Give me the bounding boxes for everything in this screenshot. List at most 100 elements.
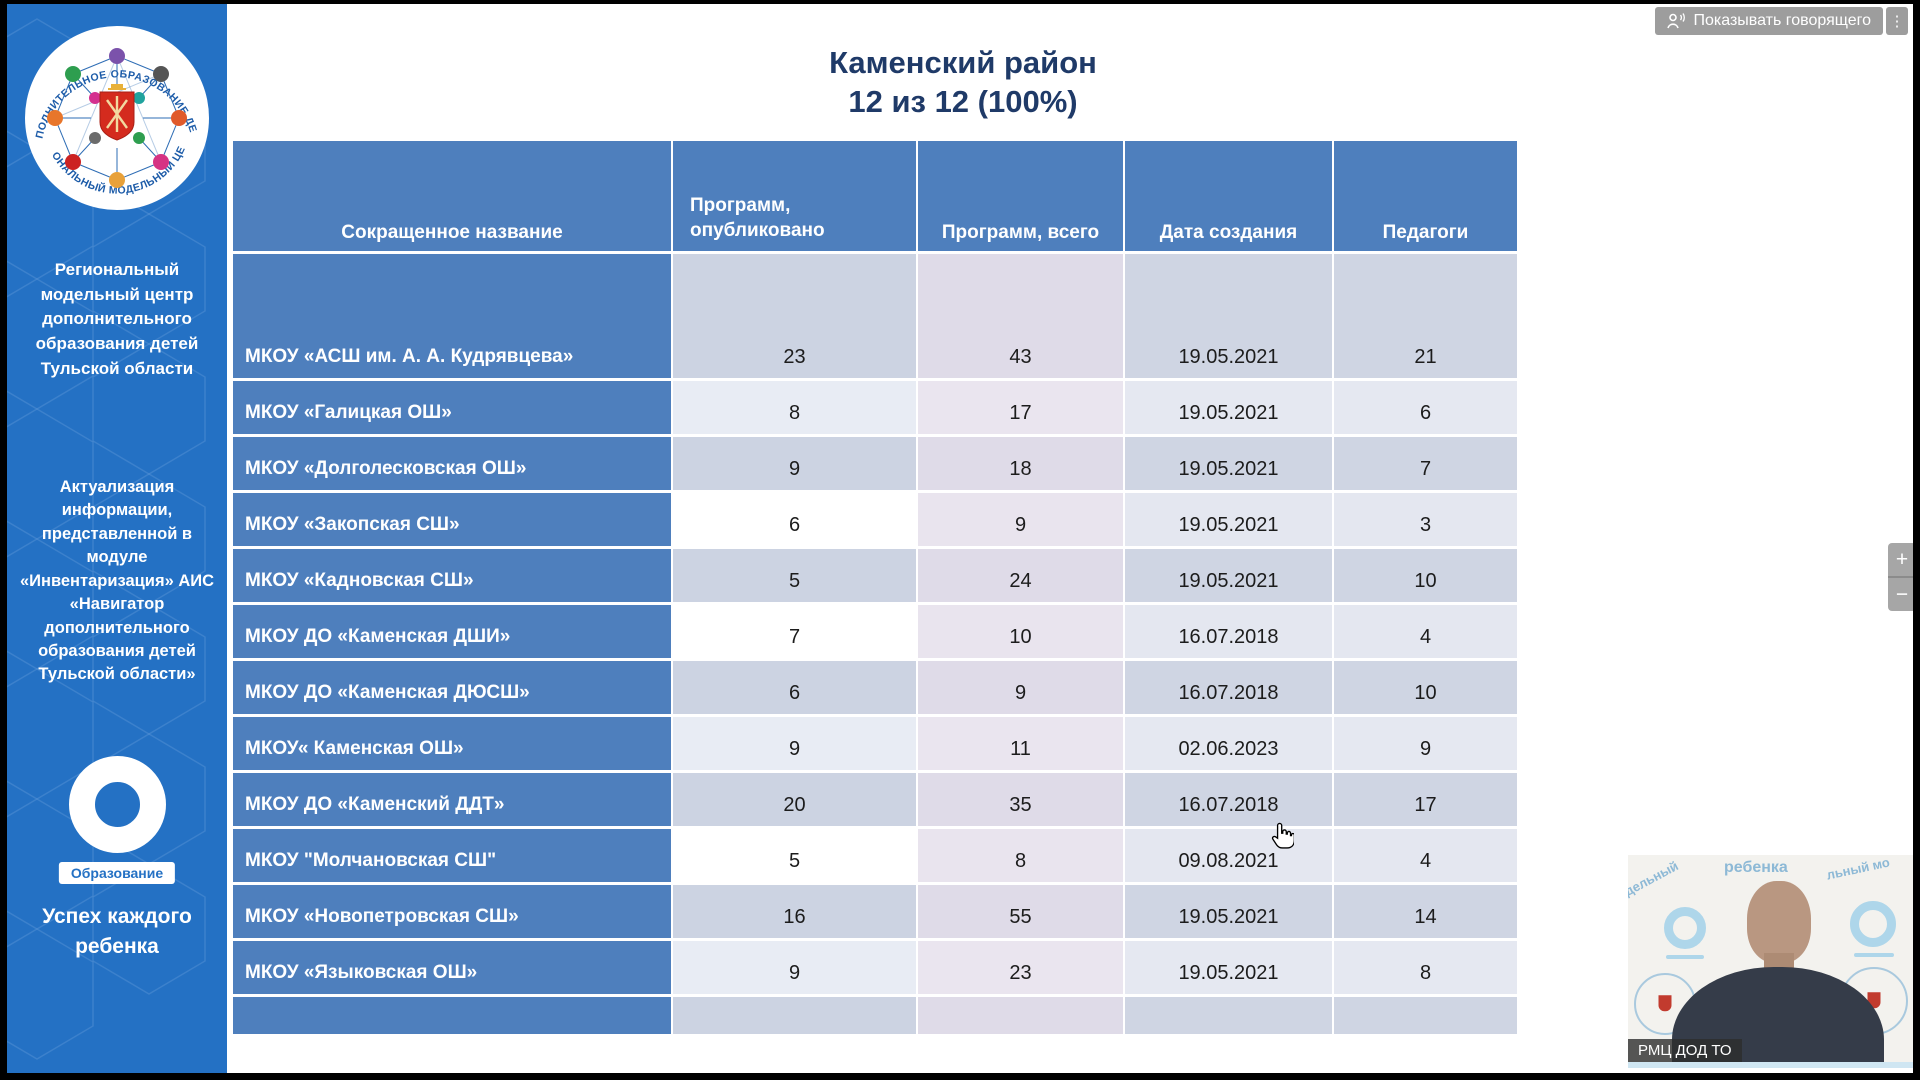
cell-total: 9	[918, 493, 1123, 546]
cell-teachers: 3	[1334, 493, 1517, 546]
participant-name-label: РМЦ ДОД ТО	[1628, 1039, 1742, 1062]
cell-total: 43	[918, 254, 1123, 378]
inventory-table: Сокращенное название Программ, опубликов…	[233, 141, 1517, 1034]
banner-education-ring	[1664, 907, 1706, 949]
table-footer-cell	[1125, 997, 1332, 1034]
col-header-short-name: Сокращенное название	[233, 141, 671, 251]
cell-teachers: 14	[1334, 885, 1517, 938]
presentation-share-area: ДОПОЛНИТЕЛЬНОЕ ОБРАЗОВАНИЕ ДЕТЕЙ РЕГИОНА…	[7, 4, 1913, 1073]
cell-published: 6	[673, 493, 916, 546]
webcam-bottom-strip	[1628, 1062, 1913, 1068]
education-logo-label: Образование	[58, 862, 176, 884]
participant-head	[1747, 881, 1811, 963]
banner-education-ring	[1850, 901, 1896, 947]
cell-published: 5	[673, 829, 916, 882]
table-row-name: МКОУ ДО «Каменский ДДТ»	[233, 773, 671, 826]
banner-ring-caption	[1666, 955, 1704, 959]
table-footer-cell	[1334, 997, 1517, 1034]
slide-title-line2: 12 из 12 (100%)	[848, 83, 1078, 119]
cell-total: 18	[918, 437, 1123, 490]
education-ring-logo	[69, 756, 166, 853]
table-row-name: МКОУ "Молчановская СШ"	[233, 829, 671, 882]
table-row-name: МКОУ «Кадновская СШ»	[233, 549, 671, 602]
banner-text-fragment: ребенка	[1724, 859, 1788, 876]
cell-teachers: 4	[1334, 605, 1517, 658]
cell-teachers: 9	[1334, 717, 1517, 770]
zoom-in-button[interactable]: +	[1895, 547, 1909, 571]
cell-date: 09.08.2021	[1125, 829, 1332, 882]
cell-published: 5	[673, 549, 916, 602]
more-options-button[interactable]: ⋮	[1886, 7, 1908, 35]
cell-published: 8	[673, 381, 916, 434]
banner-ring-caption	[1854, 953, 1894, 957]
kebab-menu-icon: ⋮	[1889, 13, 1905, 30]
cell-date: 19.05.2021	[1125, 493, 1332, 546]
cell-total: 55	[918, 885, 1123, 938]
cell-total: 11	[918, 717, 1123, 770]
cell-published: 20	[673, 773, 916, 826]
slide-title-line1: Каменский район	[829, 45, 1097, 80]
speaker-person-icon	[1667, 13, 1686, 29]
banner-text-fragment: льный мо	[1825, 855, 1892, 883]
table-row-name: МКОУ «Долголесковская ОШ»	[233, 437, 671, 490]
cell-date: 02.06.2023	[1125, 717, 1332, 770]
cell-teachers: 6	[1334, 381, 1517, 434]
cell-total: 9	[918, 661, 1123, 714]
cell-total: 10	[918, 605, 1123, 658]
table-row-name: МКОУ« Каменская ОШ»	[233, 717, 671, 770]
logo-activity-icons	[47, 48, 187, 188]
cell-date: 19.05.2021	[1125, 254, 1332, 378]
cell-date: 16.07.2018	[1125, 773, 1332, 826]
table-row-name: МКОУ «Новопетровская СШ»	[233, 885, 671, 938]
cell-published: 6	[673, 661, 916, 714]
cell-total: 23	[918, 941, 1123, 994]
table-row-name: МКОУ «Языковская ОШ»	[233, 941, 671, 994]
cell-teachers: 8	[1334, 941, 1517, 994]
cell-date: 19.05.2021	[1125, 885, 1332, 938]
show-speaker-label: Показывать говорящего	[1693, 12, 1871, 29]
cell-teachers: 10	[1334, 549, 1517, 602]
zoom-out-button[interactable]: −	[1895, 582, 1909, 606]
cell-total: 8	[918, 829, 1123, 882]
cell-published: 23	[673, 254, 916, 378]
table-row-name: МКОУ ДО «Каменская ДЮСШ»	[233, 661, 671, 714]
cell-total: 24	[918, 549, 1123, 602]
rmc-circular-logo: ДОПОЛНИТЕЛЬНОЕ ОБРАЗОВАНИЕ ДЕТЕЙ РЕГИОНА…	[21, 22, 213, 214]
table-footer-cell	[673, 997, 916, 1034]
table-row-name: МКОУ «Закопская СШ»	[233, 493, 671, 546]
table-row-name: МКОУ «АСШ им. А. А. Кудрявцева»	[233, 254, 671, 378]
table-row-name: МКОУ ДО «Каменская ДШИ»	[233, 605, 671, 658]
cell-teachers: 7	[1334, 437, 1517, 490]
cell-date: 19.05.2021	[1125, 381, 1332, 434]
cell-date: 19.05.2021	[1125, 941, 1332, 994]
cell-teachers: 21	[1334, 254, 1517, 378]
col-header-programs-total: Программ, всего	[918, 141, 1123, 251]
cell-published: 7	[673, 605, 916, 658]
col-header-teachers: Педагоги	[1334, 141, 1517, 251]
table-footer-cell	[233, 997, 671, 1034]
table-row-name: МКОУ «Галицкая ОШ»	[233, 381, 671, 434]
mouse-cursor-hand	[1270, 822, 1296, 855]
cell-published: 9	[673, 437, 916, 490]
cell-date: 16.07.2018	[1125, 661, 1332, 714]
sidebar-motto: Успех каждого ребенка	[42, 905, 192, 959]
col-header-programs-published: Программ, опубликовано	[673, 141, 916, 251]
zoom-divider	[1888, 576, 1913, 578]
cell-total: 17	[918, 381, 1123, 434]
cell-date: 16.07.2018	[1125, 605, 1332, 658]
cell-teachers: 10	[1334, 661, 1517, 714]
table-footer-cell	[918, 997, 1123, 1034]
slide-sidebar: ДОПОЛНИТЕЛЬНОЕ ОБРАЗОВАНИЕ ДЕТЕЙ РЕГИОНА…	[7, 4, 227, 1073]
cell-date: 19.05.2021	[1125, 549, 1332, 602]
slide-title: Каменский район 12 из 12 (100%)	[233, 44, 1693, 122]
sidebar-slide-topic: Актуализация информации, представленной …	[19, 478, 215, 684]
meeting-topbar: Показывать говорящего ⋮	[1655, 7, 1908, 35]
tula-coat-of-arms	[99, 84, 135, 141]
cell-published: 9	[673, 941, 916, 994]
cell-teachers: 17	[1334, 773, 1517, 826]
webcam-video-tile[interactable]: ребенка дельный льный мо РМЦ ДОД ТО	[1628, 855, 1913, 1068]
cell-teachers: 4	[1334, 829, 1517, 882]
cell-total: 35	[918, 773, 1123, 826]
show-speaker-button[interactable]: Показывать говорящего	[1655, 7, 1883, 35]
